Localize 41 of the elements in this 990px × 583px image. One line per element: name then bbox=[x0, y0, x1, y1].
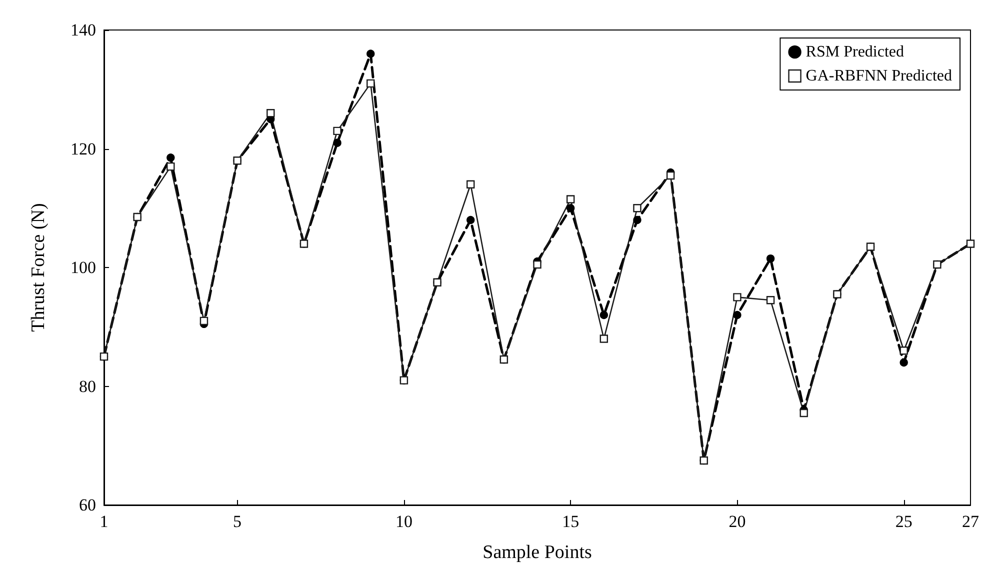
point bbox=[533, 260, 542, 269]
point bbox=[900, 358, 908, 367]
point bbox=[733, 310, 742, 320]
y-tick-label: 140 bbox=[70, 20, 96, 40]
point bbox=[633, 204, 642, 212]
point bbox=[166, 162, 175, 171]
point bbox=[733, 293, 742, 302]
x-tick-label: 25 bbox=[895, 512, 912, 531]
point bbox=[266, 109, 275, 118]
x-tick-label: 10 bbox=[395, 512, 412, 531]
point bbox=[600, 310, 608, 320]
point bbox=[766, 296, 775, 304]
y-tick-label: 100 bbox=[70, 258, 96, 277]
point bbox=[366, 50, 375, 58]
point bbox=[166, 154, 175, 162]
y-tick-label: 120 bbox=[70, 139, 96, 158]
point bbox=[566, 195, 575, 204]
point bbox=[466, 180, 475, 188]
point bbox=[466, 216, 475, 224]
y-tick-label: 80 bbox=[79, 376, 96, 396]
point bbox=[633, 216, 642, 224]
point bbox=[800, 408, 808, 418]
x-tick-label: 15 bbox=[562, 512, 580, 531]
x-axis-title: Sample Points bbox=[482, 542, 592, 563]
point bbox=[666, 171, 675, 180]
point bbox=[333, 126, 342, 136]
legend-label: RSM Predicted bbox=[806, 44, 904, 60]
x-tick-label: 5 bbox=[233, 512, 242, 531]
x-tick-label: 27 bbox=[962, 512, 980, 531]
x-tick-label: 1 bbox=[100, 512, 108, 531]
point bbox=[566, 204, 575, 212]
point bbox=[366, 79, 375, 88]
x-tick-label: 20 bbox=[728, 512, 746, 531]
y-tick-label: 60 bbox=[79, 496, 96, 514]
legend-label: GA-RBFNN Predicted bbox=[806, 68, 952, 84]
point bbox=[766, 254, 775, 263]
point bbox=[900, 346, 908, 355]
point bbox=[200, 316, 208, 326]
point bbox=[333, 138, 342, 147]
point bbox=[600, 334, 608, 343]
y-axis-title: Thrust Force (N) bbox=[28, 203, 49, 332]
